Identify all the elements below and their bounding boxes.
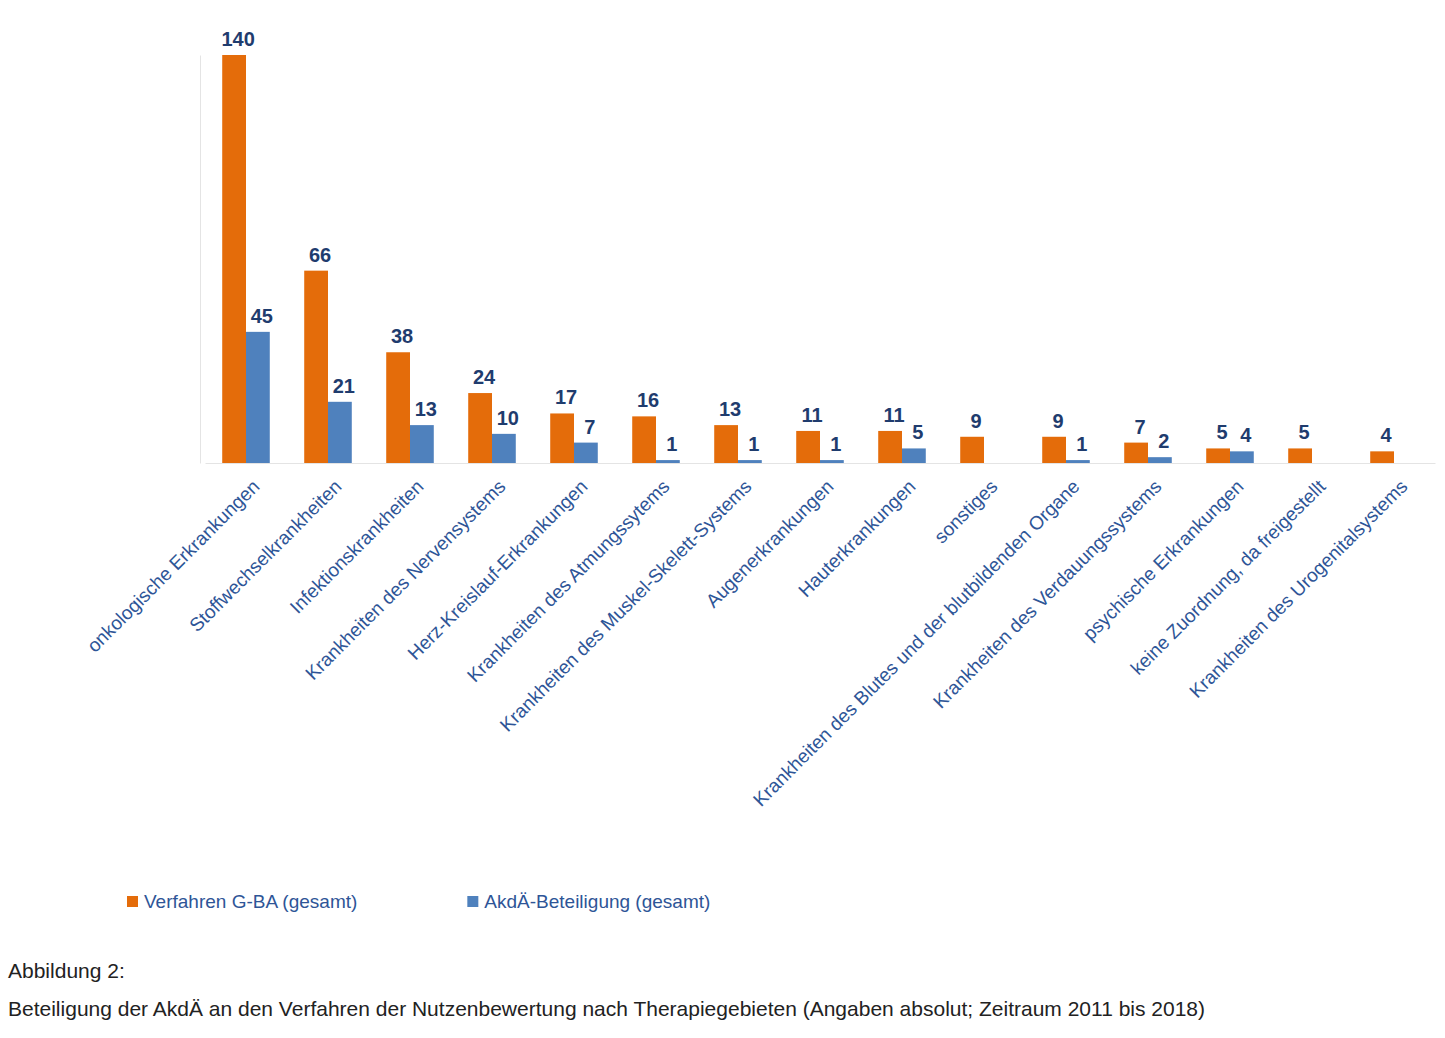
data-label: 7 xyxy=(1135,416,1146,438)
bar xyxy=(714,425,738,463)
x-axis-line xyxy=(206,463,1436,464)
subtitle: Beteiligung der AkdÄ an den Verfahren de… xyxy=(8,997,1205,1020)
data-label: 16 xyxy=(637,389,659,411)
data-label: 140 xyxy=(221,28,254,50)
title: Abbildung 2: xyxy=(8,959,125,982)
bar xyxy=(656,460,680,463)
data-label: 11 xyxy=(802,404,823,426)
data-label: 2 xyxy=(1158,430,1169,452)
data-label: 5 xyxy=(1217,421,1228,443)
data-label: 21 xyxy=(333,375,355,397)
bar xyxy=(328,402,352,463)
bar xyxy=(632,416,656,463)
x-tick-label: onkologische Erkrankungen xyxy=(83,476,264,657)
data-label: 24 xyxy=(473,366,496,388)
data-label: 38 xyxy=(391,325,413,347)
bar xyxy=(796,431,820,463)
x-tick: Krankheiten des Blutes und der blutbilde… xyxy=(749,463,1084,810)
x-axis: onkologische ErkrankungenStoffwechselkra… xyxy=(83,463,1436,810)
x-tick-label: Stoffwechselkrankheiten xyxy=(185,476,345,636)
bar xyxy=(1124,443,1148,463)
bar xyxy=(222,55,246,463)
x-tick: sonstiges xyxy=(930,463,1002,547)
data-label: 66 xyxy=(309,244,331,266)
data-label: 10 xyxy=(497,407,519,429)
bar xyxy=(1288,448,1312,463)
bar xyxy=(246,332,270,463)
series-bars xyxy=(222,55,1394,463)
legend: Verfahren G-BA (gesamt) AkdÄ-Beteiligung … xyxy=(127,891,710,912)
x-tick: psychische Erkrankungen xyxy=(1079,463,1248,644)
bar xyxy=(820,460,844,463)
chart: 1406638241716131111997554452113107111512… xyxy=(0,0,1445,1038)
bar xyxy=(1370,451,1394,463)
bar xyxy=(1042,437,1066,463)
x-tick-label: Krankheiten des Urogenitalsystems xyxy=(1185,476,1411,702)
legend-swatch xyxy=(467,896,478,907)
x-tick: Hauterkrankungen xyxy=(794,463,919,601)
data-label: 9 xyxy=(1053,410,1064,432)
legend-swatch xyxy=(127,896,138,907)
x-tick-label: sonstiges xyxy=(930,476,1002,548)
data-label: 4 xyxy=(1240,424,1252,446)
x-tick-label: psychische Erkrankungen xyxy=(1079,476,1248,645)
data-label: 13 xyxy=(415,398,437,420)
y-axis-line xyxy=(200,56,201,464)
data-label: 1 xyxy=(748,433,759,455)
legend-label: Verfahren G-BA (gesamt) xyxy=(144,891,357,912)
data-label: 5 xyxy=(1299,421,1310,443)
bar xyxy=(468,393,492,463)
legend-item: Verfahren G-BA (gesamt) xyxy=(127,891,357,912)
bar xyxy=(304,271,328,463)
data-label: 45 xyxy=(251,305,273,327)
legend-item: AkdÄ-Beteiligung (gesamt) xyxy=(467,891,710,912)
x-tick: Stoffwechselkrankheiten xyxy=(185,463,345,636)
bar xyxy=(902,448,926,463)
bar xyxy=(1230,451,1254,463)
bar xyxy=(550,413,574,463)
bar xyxy=(878,431,902,463)
legend-label: AkdÄ-Beteiligung (gesamt) xyxy=(484,891,710,912)
bar xyxy=(574,443,598,463)
x-tick-label: Infektionskrankheiten xyxy=(286,476,428,618)
bar xyxy=(1066,460,1090,463)
x-tick: Infektionskrankheiten xyxy=(286,463,428,618)
x-tick: onkologische Erkrankungen xyxy=(83,463,264,656)
data-label: 1 xyxy=(830,433,841,455)
data-label: 4 xyxy=(1381,424,1393,446)
data-label: 1 xyxy=(666,433,677,455)
x-tick: Krankheiten des Urogenitalsystems xyxy=(1185,463,1411,702)
data-label: 7 xyxy=(584,416,595,438)
data-label: 11 xyxy=(884,404,905,426)
bar xyxy=(492,434,516,463)
x-tick-label: Hauterkrankungen xyxy=(794,476,919,601)
bar xyxy=(960,437,984,463)
data-label: 9 xyxy=(971,410,982,432)
data-label: 17 xyxy=(555,386,577,408)
bar xyxy=(410,425,434,463)
bars xyxy=(222,55,1394,463)
data-label: 13 xyxy=(719,398,741,420)
bar xyxy=(1206,448,1230,463)
bar xyxy=(1148,457,1172,463)
data-label: 1 xyxy=(1076,433,1087,455)
x-tick: Herz-Kreislauf-Erkrankungen xyxy=(403,463,591,664)
y-axis xyxy=(200,56,201,464)
bar xyxy=(738,460,762,463)
data-labels: 1406638241716131111997554452113107111512… xyxy=(221,28,1392,455)
bar xyxy=(386,352,410,463)
data-label: 5 xyxy=(912,421,923,443)
series-bars xyxy=(246,332,1254,463)
x-tick-label: Krankheiten des Blutes und der blutbilde… xyxy=(749,476,1084,811)
